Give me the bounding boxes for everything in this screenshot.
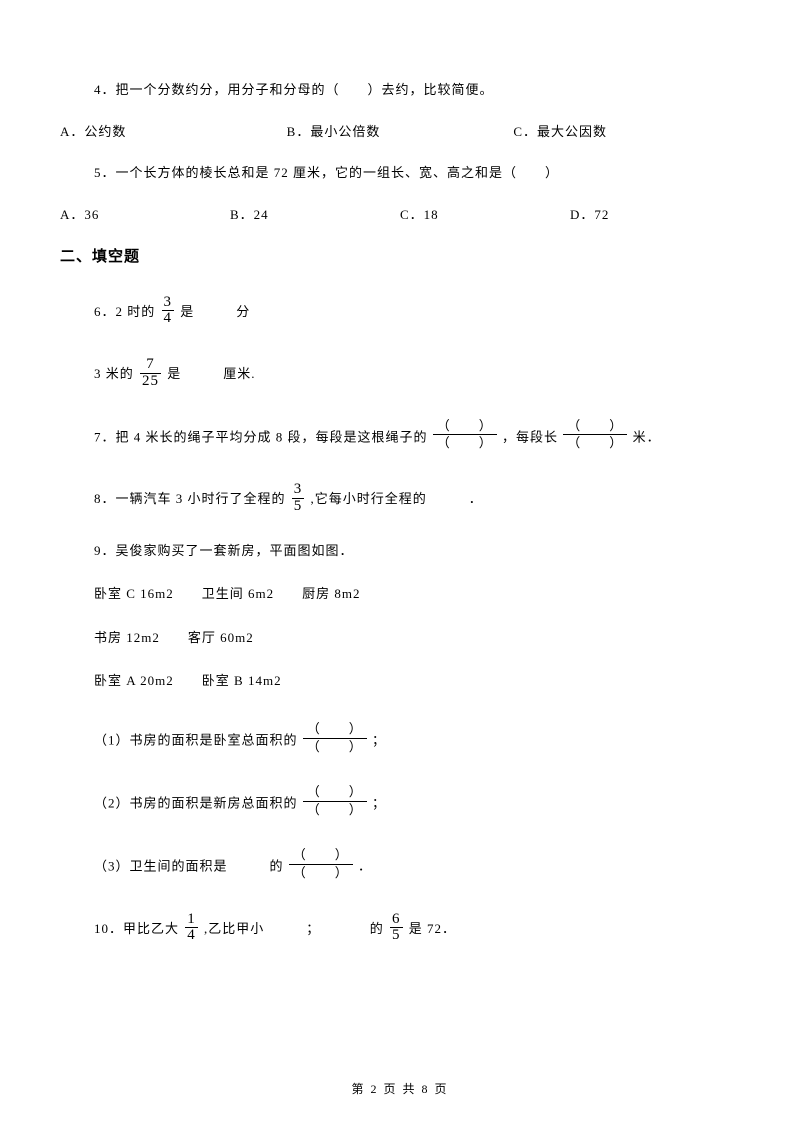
q5-options: A．36 B．24 C．18 D．72	[60, 205, 740, 225]
question-9-sub3: （3）卫生间的面积是 的 （ ） （ ） ．	[60, 851, 740, 884]
q5-opt-a: A．36	[60, 205, 230, 225]
paren-num: （ ）	[303, 785, 367, 802]
frac-den: 25	[140, 374, 161, 390]
question-4: 4．把一个分数约分，用分子和分母的（ ）去约，比较简便。	[60, 80, 740, 100]
frac-den: 5	[292, 499, 305, 515]
q7-blank-frac2: （ ） （ ）	[563, 419, 627, 452]
paren-den: （ ）	[303, 802, 367, 818]
paren-den: （ ）	[563, 435, 627, 451]
question-9-sub2: （2）书房的面积是新房总面积的 （ ） （ ） ；	[60, 788, 740, 821]
question-9-l1: 9．吴俊家购买了一套新房，平面图如图．	[60, 541, 740, 561]
question-7: 7．把 4 米长的绳子平均分成 8 段，每段是这根绳子的 （ ） （ ） ，每段…	[60, 422, 740, 455]
q9-s2a: （2）书房的面积是新房总面积的	[94, 795, 298, 810]
frac-den: 4	[162, 311, 175, 327]
q9-s3b: ．	[358, 858, 372, 873]
paren-num: （ ）	[433, 419, 497, 436]
paren-num: （ ）	[289, 848, 353, 865]
paren-den: （ ）	[433, 435, 497, 451]
q7-a: 7．把 4 米长的绳子平均分成 8 段，每段是这根绳子的	[94, 429, 428, 444]
q10-frac2: 6 5	[390, 912, 403, 945]
q6-frac1: 3 4	[162, 295, 175, 328]
section-2-title: 二、填空题	[60, 246, 740, 269]
q6-p2b: 是 厘米.	[167, 366, 255, 381]
q4-opt-c: C．最大公因数	[513, 122, 740, 142]
q5-opt-b: B．24	[230, 205, 400, 225]
q9-s1b: ；	[372, 732, 386, 747]
q6-p2a: 3 米的	[94, 366, 134, 381]
q8-a: 8．一辆汽车 3 小时行了全程的	[94, 492, 286, 507]
question-9-l3: 书房 12m2 客厅 60m2	[60, 628, 740, 648]
q10-a: 10．甲比乙大	[94, 921, 179, 936]
paren-num: （ ）	[563, 419, 627, 436]
frac-num: 6	[390, 912, 403, 929]
frac-num: 1	[185, 912, 198, 929]
q4-options: A．公约数 B．最小公倍数 C．最大公因数	[60, 122, 740, 142]
question-6-line2: 3 米的 7 25 是 厘米.	[60, 359, 740, 392]
q10-b: ,乙比甲小 ； 的	[204, 921, 384, 936]
q6-p1a: 6．2 时的	[94, 304, 155, 319]
frac-num: 7	[140, 357, 161, 374]
q10-c: 是 72．	[409, 921, 456, 936]
q6-p1b: 是 分	[180, 304, 250, 319]
q4-opt-a: A．公约数	[60, 122, 287, 142]
frac-num: 3	[292, 482, 305, 499]
question-8: 8．一辆汽车 3 小时行了全程的 3 5 ,它每小时行全程的 ．	[60, 484, 740, 517]
q4-opt-b: B．最小公倍数	[287, 122, 514, 142]
paren-den: （ ）	[289, 865, 353, 881]
frac-num: 3	[162, 295, 175, 312]
q8-b: ,它每小时行全程的 ．	[311, 492, 483, 507]
q9-s1a: （1）书房的面积是卧室总面积的	[94, 732, 298, 747]
q4-text: 4．把一个分数约分，用分子和分母的（ ）去约，比较简便。	[94, 82, 494, 97]
q10-frac1: 1 4	[185, 912, 198, 945]
question-10: 10．甲比乙大 1 4 ,乙比甲小 ； 的 6 5 是 72．	[60, 914, 740, 947]
q8-frac: 3 5	[292, 482, 305, 515]
paren-num: （ ）	[303, 722, 367, 739]
q6-frac2: 7 25	[140, 357, 161, 390]
q7-c: 米．	[633, 429, 661, 444]
q9-s3-frac: （ ） （ ）	[289, 848, 353, 881]
frac-den: 4	[185, 928, 198, 944]
question-6-line1: 6．2 时的 3 4 是 分	[60, 297, 740, 330]
question-9-l4: 卧室 A 20m2 卧室 B 14m2	[60, 671, 740, 691]
question-9-l2: 卧室 C 16m2 卫生间 6m2 厨房 8m2	[60, 584, 740, 604]
question-9-sub1: （1）书房的面积是卧室总面积的 （ ） （ ） ；	[60, 725, 740, 758]
q5-opt-d: D．72	[570, 205, 740, 225]
q9-s2b: ；	[372, 795, 386, 810]
question-5: 5．一个长方体的棱长总和是 72 厘米，它的一组长、宽、高之和是（ ）	[60, 163, 740, 183]
q5-text: 5．一个长方体的棱长总和是 72 厘米，它的一组长、宽、高之和是（ ）	[94, 165, 559, 180]
q9-s2-frac: （ ） （ ）	[303, 785, 367, 818]
paren-den: （ ）	[303, 739, 367, 755]
frac-den: 5	[390, 928, 403, 944]
q7-blank-frac1: （ ） （ ）	[433, 419, 497, 452]
q9-s1-frac: （ ） （ ）	[303, 722, 367, 755]
q9-s3a: （3）卫生间的面积是 的	[94, 858, 284, 873]
q5-opt-c: C．18	[400, 205, 570, 225]
page-footer: 第 2 页 共 8 页	[0, 1080, 800, 1098]
q7-b: ，每段长	[502, 429, 558, 444]
